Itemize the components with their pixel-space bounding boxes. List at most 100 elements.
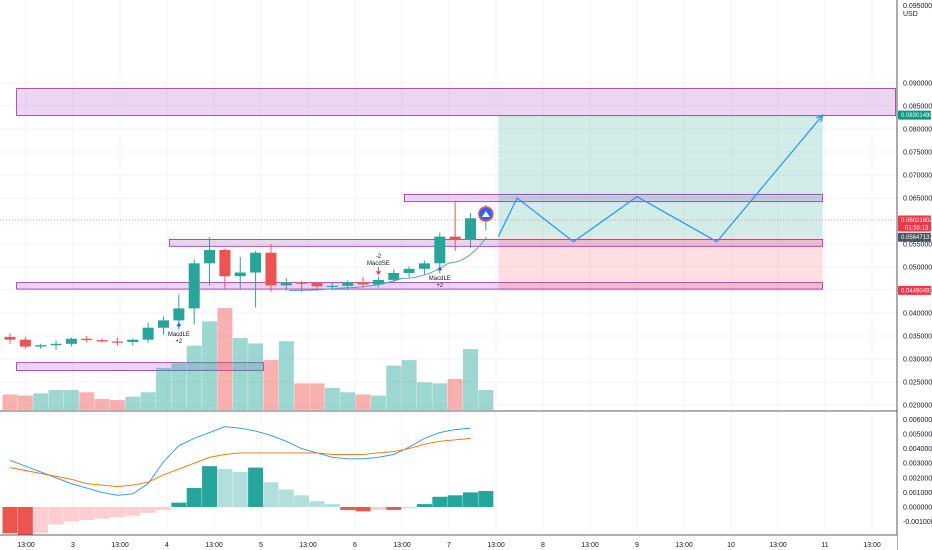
macd-histogram-bar <box>140 507 156 513</box>
candlestick-series <box>4 200 492 350</box>
price-tick-label: 0.09000000 <box>903 81 932 88</box>
loss-area <box>498 237 823 291</box>
price-axis-top-label: 0.09500000 <box>903 3 932 10</box>
candle-body <box>158 320 169 328</box>
price-tag-box <box>898 232 931 242</box>
macd-histogram-bar <box>370 507 386 510</box>
macd-signal-line <box>9 437 471 488</box>
time-tick-label: 13:00 <box>17 542 35 549</box>
price-tick-label: 0.02500000 <box>903 380 932 387</box>
supply-demand-zones <box>16 88 896 371</box>
volume-bar <box>156 367 171 410</box>
signal-label: MacdLE <box>429 276 451 282</box>
time-tick-label: 4 <box>165 542 169 549</box>
long-position-tool <box>498 115 823 291</box>
price-tick-label: 0.06500000 <box>903 196 932 203</box>
candle-body <box>188 263 200 309</box>
volume-bar <box>217 308 233 410</box>
price-tick-label: 0.08500000 <box>903 104 932 111</box>
time-tick-label: 7 <box>447 542 451 549</box>
price-tick-label: 0.05500000 <box>903 242 932 249</box>
macd-histogram-bar <box>33 507 49 534</box>
volume-bar <box>432 383 448 410</box>
price-tick-label: 0.07000000 <box>903 173 932 180</box>
candle-body <box>65 338 77 344</box>
candle-body <box>372 279 384 285</box>
time-tick-label: 13:00 <box>111 542 129 549</box>
candle-body <box>50 343 62 346</box>
volume-bar <box>324 387 340 410</box>
time-tick-label: 13:00 <box>675 542 693 549</box>
volume-bars <box>2 308 494 410</box>
macd-histogram-bar <box>48 507 64 525</box>
macd-histogram-bar <box>386 507 402 510</box>
candle-body <box>234 272 246 277</box>
volume-bar <box>186 345 202 410</box>
macd-tick-label: 0.00200000 <box>903 475 932 482</box>
volume-bar <box>248 343 264 410</box>
macd-histogram-bar <box>447 495 463 507</box>
signal-label: +2 <box>436 283 444 289</box>
macd-histogram-bar <box>432 496 448 507</box>
time-tick-label: 3 <box>71 542 75 549</box>
signal-label: MacdLE <box>168 332 190 338</box>
macd-histogram-bar <box>263 482 279 507</box>
candle-body <box>19 339 31 347</box>
macd-tick-label: 0.00400000 <box>903 446 932 453</box>
time-tick-label: 13:00 <box>299 542 317 549</box>
volume-bar <box>278 341 294 410</box>
zone-box <box>16 282 824 290</box>
volume-bar <box>401 360 417 410</box>
macd-histogram-bar <box>63 507 79 522</box>
candle-body <box>111 341 123 343</box>
candle-body <box>465 218 476 240</box>
volume-bar <box>355 394 371 410</box>
volume-bar <box>171 363 187 410</box>
volume-bar <box>48 390 64 410</box>
volume-bar <box>17 395 33 410</box>
macd-histogram-bar <box>324 504 340 507</box>
macd-histogram-bar <box>109 507 125 518</box>
zone-box <box>16 88 896 117</box>
macd-histogram-bar <box>294 495 310 507</box>
volume-bar <box>109 400 125 410</box>
macd-histogram-bar <box>309 501 325 507</box>
candle-body <box>81 338 93 341</box>
candle-body <box>403 268 415 273</box>
candle-body <box>418 263 430 269</box>
macd-tick-label: 0.00000000 <box>903 505 932 512</box>
price-tick-label: 0.03500000 <box>903 334 932 341</box>
price-tag-label: 0.04490492 <box>901 288 932 294</box>
volume-bar <box>140 392 156 410</box>
macd-histogram-bar <box>401 507 417 509</box>
projection-arrowhead <box>816 114 824 123</box>
macd-histogram-bar <box>79 507 95 521</box>
macd-histogram-bar <box>248 467 264 507</box>
price-axis-bg <box>897 0 932 550</box>
signal-arrow-up-icon <box>176 322 182 327</box>
time-axis-bg <box>0 535 897 550</box>
price-tick-label: 0.05000000 <box>903 265 932 272</box>
volume-bar <box>294 383 310 410</box>
price-tick-label: 0.08000000 <box>903 127 932 134</box>
candle-body <box>35 345 47 347</box>
time-tick-label: 6 <box>353 542 357 549</box>
macd-histogram-bar <box>171 502 187 507</box>
volume-bar <box>386 365 402 410</box>
time-tick-label: 9 <box>635 542 639 549</box>
candle-body <box>326 285 338 288</box>
volume-bar <box>463 349 478 410</box>
candle-body <box>311 283 323 287</box>
candle-body <box>250 252 262 273</box>
macd-histogram-bar <box>478 490 494 507</box>
time-tick-label: 13:00 <box>581 542 599 549</box>
macd-histogram-bar <box>232 471 248 507</box>
candle-body <box>357 282 369 285</box>
growth-curve <box>289 236 488 291</box>
volume-bar <box>370 395 386 410</box>
price-tag-label: 0.08301490 <box>901 113 932 119</box>
macd-histogram-bar <box>2 507 18 534</box>
signal-arrow-up-icon <box>437 266 443 271</box>
